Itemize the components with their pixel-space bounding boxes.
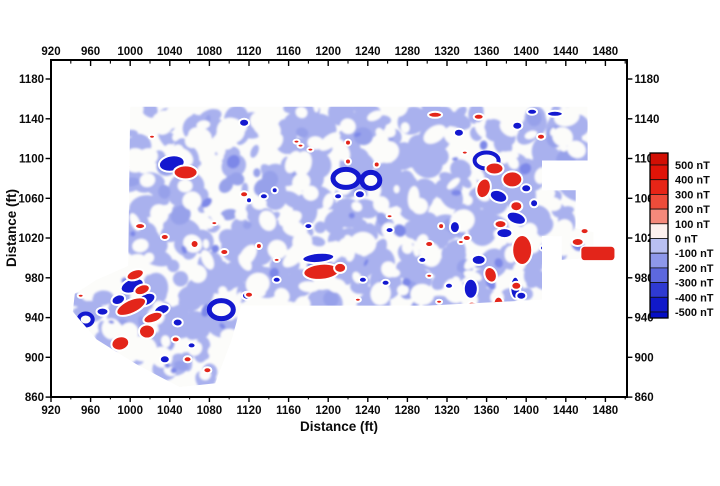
tick-label: 900 xyxy=(25,352,44,364)
legend-label: -400 nT xyxy=(675,292,714,304)
detached-red-bar xyxy=(579,245,616,262)
tick-label: 1240 xyxy=(355,405,381,417)
tick-label: 1000 xyxy=(117,46,143,58)
legend-label: -200 nT xyxy=(675,263,714,275)
negative-anomalies xyxy=(76,107,574,365)
colorbar-labels: 500 nT 400 nT 300 nT 200 nT 100 nT 0 nT -100 n… xyxy=(675,160,714,319)
detached-features xyxy=(579,229,616,262)
x-axis-title: Distance (ft) xyxy=(300,419,378,434)
tick-label: 1200 xyxy=(315,46,341,58)
tick-label: 1140 xyxy=(19,114,44,126)
legend-label: 0 nT xyxy=(675,234,698,246)
tick-label: 900 xyxy=(635,352,654,364)
tick-label: 940 xyxy=(25,313,44,325)
tick-label: 1040 xyxy=(157,405,183,417)
tick-label: 1320 xyxy=(434,46,460,58)
tick-label: 1320 xyxy=(434,405,460,417)
tick-label: 1280 xyxy=(395,46,421,58)
legend-label: 300 nT xyxy=(675,189,710,201)
tick-label: 1240 xyxy=(355,46,381,58)
tick-label: 1080 xyxy=(197,405,223,417)
tick-label: 1160 xyxy=(276,46,301,58)
tick-label: 1080 xyxy=(197,46,223,58)
legend-label: -500 nT xyxy=(675,307,714,319)
tick-label: 1480 xyxy=(593,46,619,58)
detached-red-dot xyxy=(581,229,588,234)
tick-label: 1040 xyxy=(157,46,183,58)
tick-label: 960 xyxy=(81,46,100,58)
positive-anomalies xyxy=(76,110,585,375)
tick-label: 960 xyxy=(81,405,100,417)
tick-label: 1440 xyxy=(553,405,579,417)
tick-label: 980 xyxy=(25,273,44,285)
legend-label: -100 nT xyxy=(675,248,714,260)
top-axis: 920 960 1000 1040 1080 1120 1160 1200 1240 1280 13… xyxy=(41,46,626,66)
colorbar-scale xyxy=(649,152,669,319)
tick-label: 860 xyxy=(25,392,44,404)
tick-label: 1360 xyxy=(474,46,500,58)
tick-label: 1120 xyxy=(237,405,262,417)
plot-frame xyxy=(50,59,628,398)
tick-label: 1020 xyxy=(18,233,44,245)
tick-label: 1180 xyxy=(635,74,660,86)
tick-label: 1200 xyxy=(315,405,341,417)
legend-label: -300 nT xyxy=(675,278,714,290)
bottom-axis: 920 960 1000 1040 1080 1120 1160 1200 1240 1280 13… xyxy=(41,396,626,417)
tick-label: 940 xyxy=(635,313,654,325)
tick-label: 1360 xyxy=(474,405,500,417)
tick-label: 920 xyxy=(41,46,60,58)
legend-label: 500 nT xyxy=(675,160,710,172)
tick-label: 920 xyxy=(41,405,60,417)
legend-label: 400 nT xyxy=(675,175,710,187)
tick-label: 1440 xyxy=(553,46,579,58)
tick-label: 1100 xyxy=(19,154,44,166)
tick-label: 1400 xyxy=(513,405,539,417)
tick-label: 980 xyxy=(635,273,654,285)
tick-label: 1060 xyxy=(18,193,44,205)
tick-label: 1280 xyxy=(395,405,421,417)
tick-label: 860 xyxy=(635,392,654,404)
tick-label: 1160 xyxy=(276,405,301,417)
left-axis: 1180 1140 1100 1060 1020 980 940 900 860 xyxy=(18,74,52,404)
tick-label: 1140 xyxy=(635,114,660,126)
tick-label: 1000 xyxy=(117,405,143,417)
survey-map xyxy=(72,106,594,388)
legend-label: 100 nT xyxy=(675,219,710,231)
y-axis-title: Distance (ft) xyxy=(4,189,19,267)
legend-label: 200 nT xyxy=(675,204,710,216)
tick-label: 1400 xyxy=(513,46,539,58)
tick-label: 1480 xyxy=(593,405,619,417)
tick-label: 1120 xyxy=(237,46,262,58)
tick-label: 1180 xyxy=(19,74,44,86)
colorbar-legend: 500 nT 400 nT 300 nT 200 nT 100 nT 0 nT -100 n… xyxy=(649,152,714,319)
